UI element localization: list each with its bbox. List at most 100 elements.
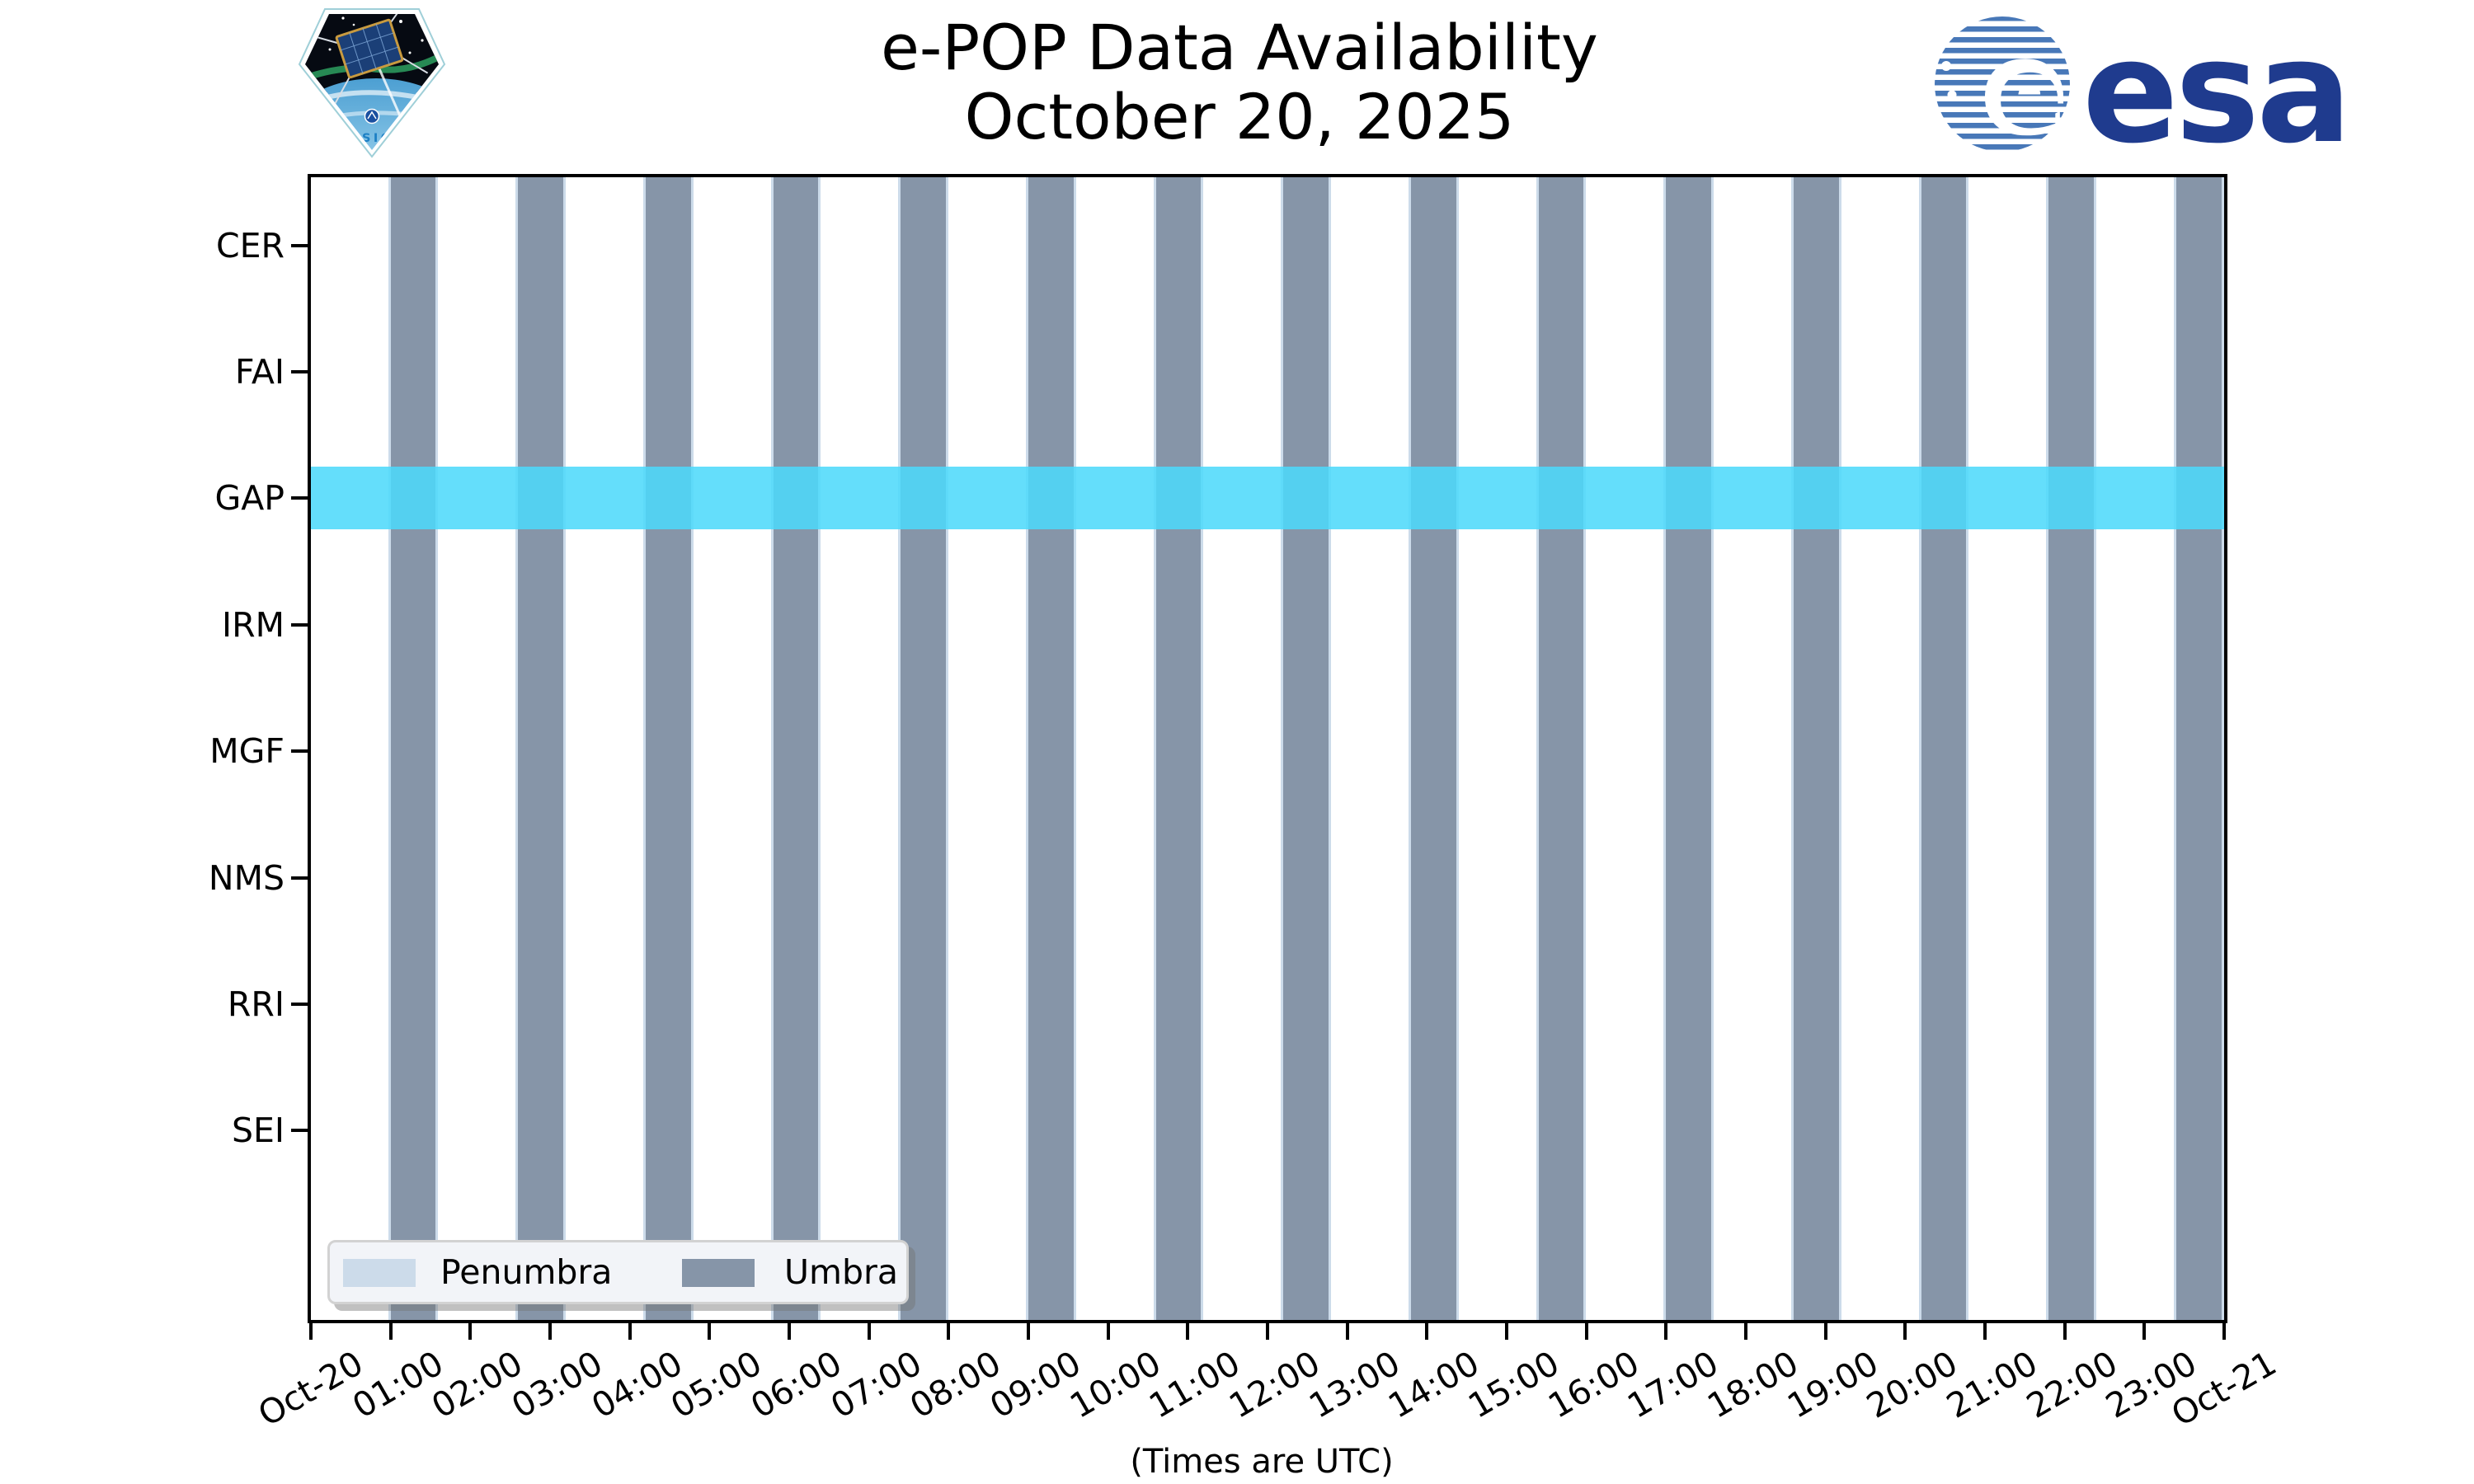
x-tick-label-20-00: 20:00 (1860, 1343, 1964, 1426)
umbra-bar (1666, 177, 1712, 1320)
x-tick-label-06-00: 06:00 (744, 1343, 849, 1426)
penumbra-band (1281, 177, 1332, 1320)
x-tick (2142, 1323, 2147, 1340)
x-tick (388, 1323, 393, 1340)
umbra-bar (1538, 177, 1584, 1320)
umbra-bar (2176, 177, 2222, 1320)
esa-globe-e-fill: e (1997, 36, 2062, 150)
x-tick (468, 1323, 473, 1340)
penumbra-band (1918, 177, 1969, 1320)
esa-wordmark: esa (2082, 13, 2349, 162)
penumbra-band (1409, 177, 1459, 1320)
esa-globe-dot (1947, 90, 1957, 100)
umbra-bar (2048, 177, 2095, 1320)
penumbra-band (388, 177, 439, 1320)
availability-band-gap (311, 467, 2224, 530)
penumbra-band (643, 177, 694, 1320)
penumbra-band (1791, 177, 1841, 1320)
esa-globe-dot (1941, 61, 1951, 71)
umbra-bar (1283, 177, 1329, 1320)
x-tick-label-21-00: 21:00 (1940, 1343, 2044, 1426)
x-tick (1584, 1323, 1588, 1340)
y-tick (291, 243, 311, 247)
umbra-bar (390, 177, 436, 1320)
x-tick-label-16-00: 16:00 (1540, 1343, 1646, 1426)
cassiope-satellite (305, 14, 429, 108)
penumbra-swatch-icon (343, 1259, 416, 1287)
x-tick (1823, 1323, 1827, 1340)
umbra-bar (1794, 177, 1839, 1320)
x-tick (309, 1323, 313, 1340)
x-tick-label-08-00: 08:00 (903, 1343, 1008, 1426)
x-tick (1744, 1323, 1747, 1340)
x-tick (1425, 1323, 1429, 1340)
penumbra-band (1026, 177, 1076, 1320)
y-tick-label-rri: RRI (227, 984, 285, 1024)
esa-globe-icon (1935, 16, 2070, 152)
x-tick (1505, 1323, 1508, 1340)
x-tick (947, 1323, 951, 1340)
x-tick-label-22-00: 22:00 (2019, 1343, 2124, 1426)
x-axis-title: (Times are UTC) (1130, 1443, 1394, 1481)
x-tick (867, 1323, 871, 1340)
y-tick-label-gap: GAP (214, 478, 285, 519)
umbra-bar (646, 177, 691, 1320)
x-tick (1345, 1323, 1349, 1340)
x-tick-label-11-00: 11:00 (1142, 1343, 1247, 1426)
y-tick (291, 496, 311, 500)
y-tick-label-irm: IRM (222, 604, 285, 645)
umbra-bar (1411, 177, 1456, 1320)
csa-roundel (364, 108, 380, 124)
umbra-bar (773, 177, 819, 1320)
x-tick (1664, 1323, 1668, 1340)
esa-globe-e-outline: e (1979, 13, 2070, 162)
x-tick (1983, 1323, 1987, 1340)
x-tick (788, 1323, 791, 1340)
y-tick (291, 1002, 311, 1006)
y-tick (291, 622, 311, 627)
y-tick-label-sei: SEI (231, 1111, 285, 1151)
x-tick-label-12-00: 12:00 (1222, 1343, 1327, 1426)
penumbra-band (2046, 177, 2097, 1320)
penumbra-band (770, 177, 821, 1320)
x-tick-label-10-00: 10:00 (1062, 1343, 1168, 1426)
penumbra-band (1153, 177, 1204, 1320)
y-tick (291, 749, 311, 754)
umbra-bar (901, 177, 947, 1320)
x-tick-label-05-00: 05:00 (664, 1343, 769, 1426)
penumbra-band (1663, 177, 1714, 1320)
x-tick-label-18-00: 18:00 (1700, 1343, 1805, 1426)
legend-label-umbra: Umbra (784, 1252, 898, 1292)
y-tick-label-cer: CER (215, 225, 285, 265)
y-tick (291, 1129, 311, 1133)
esa-logo: e e esa (1935, 13, 2352, 162)
x-tick-label-17-00: 17:00 (1620, 1343, 1725, 1426)
x-tick-label-09-00: 09:00 (983, 1343, 1088, 1426)
x-tick (1903, 1323, 1907, 1340)
x-tick-label-02-00: 02:00 (425, 1343, 529, 1426)
x-tick (2062, 1323, 2067, 1340)
x-tick-label-03-00: 03:00 (505, 1343, 609, 1426)
availability-layer (311, 177, 2224, 1320)
x-tick (628, 1323, 632, 1340)
umbra-swatch-icon (682, 1259, 755, 1287)
x-tick-label-14-00: 14:00 (1381, 1343, 1486, 1426)
penumbra-band (2174, 177, 2224, 1320)
x-tick-label-01-00: 01:00 (345, 1343, 450, 1426)
chart-subtitle: October 20, 2025 (964, 80, 1515, 153)
cassiope-label: CASSIOPE (327, 132, 416, 145)
csa-chevron (367, 110, 377, 120)
y-tick-label-nms: NMS (208, 857, 285, 898)
y-tick (291, 369, 311, 373)
y-tick-label-fai: FAI (235, 351, 285, 392)
x-tick-label-07-00: 07:00 (823, 1343, 929, 1426)
x-tick-label-04-00: 04:00 (584, 1343, 689, 1426)
umbra-bar (1028, 177, 1074, 1320)
x-tick (1027, 1323, 1030, 1340)
plot-area (308, 174, 2227, 1323)
umbra-bar (518, 177, 564, 1320)
x-tick-label-15-00: 15:00 (1461, 1343, 1566, 1426)
cassiope-mission-patch: CASSIOPE (298, 8, 446, 158)
penumbra-band (898, 177, 949, 1320)
